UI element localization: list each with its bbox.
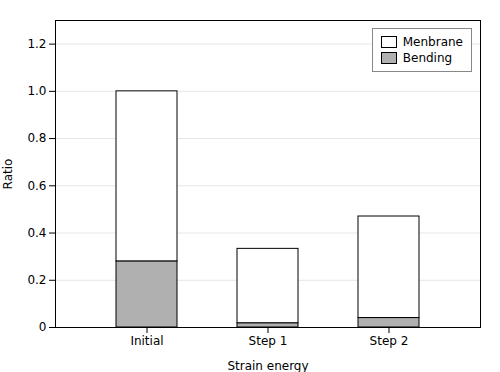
svg-text:1.0: 1.0 (27, 84, 46, 98)
svg-text:Step 2: Step 2 (370, 334, 409, 348)
svg-text:0.2: 0.2 (27, 273, 46, 287)
svg-text:Strain energy: Strain energy (227, 359, 308, 372)
svg-text:Ratio: Ratio (1, 159, 15, 190)
svg-text:1.2: 1.2 (27, 37, 46, 51)
html-text:Bending: Bending (402, 51, 453, 65)
html-text:Menbrane: Menbrane (402, 35, 463, 49)
svg-text:Initial: Initial (130, 334, 163, 348)
svg-text:0: 0 (39, 320, 47, 334)
svg-text:0.6: 0.6 (27, 179, 46, 193)
svg-text:Step 1: Step 1 (249, 334, 288, 348)
svg-text:0.8: 0.8 (27, 131, 46, 145)
svg-text:0.4: 0.4 (27, 226, 46, 240)
